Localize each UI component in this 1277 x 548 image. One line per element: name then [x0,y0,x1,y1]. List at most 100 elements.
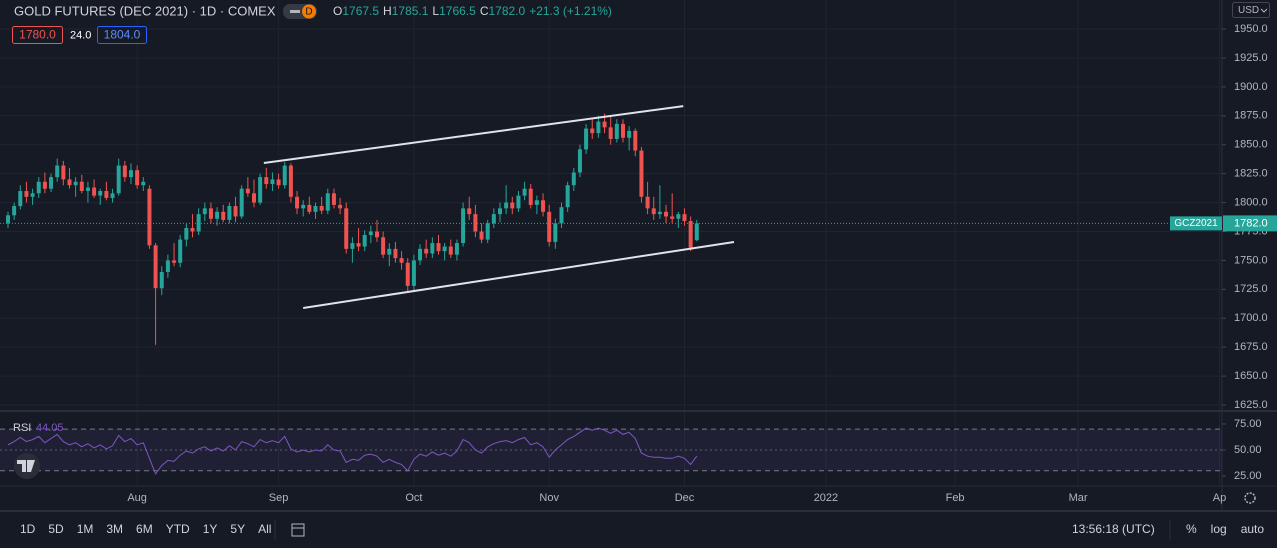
x-tick-label: Aug [127,492,147,504]
clock: 13:56:18 (UTC) [1072,522,1155,536]
currency-caret [1260,8,1268,13]
candle-body [153,245,158,289]
candle-body [350,243,355,249]
y-tick-label: 1900.0 [1234,81,1268,93]
symbol-tag-label: GCZ2021 [1174,218,1218,229]
candle-body [79,181,84,192]
ohlc-value: 1767.5 [342,4,379,18]
range-button[interactable]: 3M [106,522,123,536]
ohlc-label: C [480,4,489,18]
ohlc-label: L [432,4,439,18]
rsi-name: RSI [13,422,31,434]
option-button[interactable]: log [1211,522,1227,536]
candle-body [418,248,423,261]
candle-body [184,228,189,240]
candle-body [172,260,177,263]
candle-body [362,234,367,247]
x-tick-label: Nov [539,492,559,504]
range-button[interactable]: 6M [136,522,153,536]
plot [0,105,1222,475]
x-tick-label: Oct [405,492,422,504]
date-range-icon[interactable] [291,523,305,537]
rsi-line [7,427,698,475]
change: +21.3 (+1.21%) [529,4,612,18]
option-button[interactable]: % [1186,522,1197,536]
rsi-value: 44.05 [36,422,64,434]
candle-body [454,243,459,255]
range-button[interactable]: All [258,522,271,536]
range-button[interactable]: 1Y [203,522,218,536]
spread: 24.0 [70,29,91,41]
candle-body [485,223,490,240]
range-button[interactable]: YTD [166,522,190,536]
candle-body [424,248,429,254]
candle-body [627,130,632,138]
y-tick-label: 1950.0 [1234,23,1268,35]
trendline [303,241,735,309]
candle-body [491,214,496,224]
candle-body [159,271,164,289]
candle-body [442,246,447,252]
candle-body [368,231,373,235]
y-tick-label: 1875.0 [1234,110,1268,122]
settings-icon[interactable] [1244,492,1256,504]
rsi-tick-label: 75.00 [1234,418,1262,430]
range-button[interactable]: 1M [77,522,94,536]
sell-button[interactable] [12,26,63,44]
x-tick-label: Ap [1213,492,1226,504]
candle-body [344,208,349,249]
sell-price[interactable]: 1780.0 [19,28,56,42]
candle-body [42,181,47,189]
candle-body [461,208,466,244]
ohlc-value: 1766.5 [439,4,476,18]
candle-body [190,228,195,232]
candle-body [504,202,509,209]
candle-body [270,179,275,185]
candle-body [534,200,539,205]
candle-body [36,181,41,194]
candle-body [651,208,656,215]
currency[interactable]: USD [1238,5,1259,16]
ohlc-label: O [333,4,342,18]
candle-body [196,214,201,232]
option-button[interactable]: auto [1241,522,1265,536]
y-tick-label: 1675.0 [1234,341,1268,353]
y-tick-label: 1700.0 [1234,312,1268,324]
candle-body [295,196,300,209]
candle-body [645,196,650,209]
trendline [263,105,684,164]
badge-circle [302,4,316,19]
x-tick-label: Feb [946,492,965,504]
candle-body [239,188,244,217]
candle-body [301,204,306,209]
candle-body [670,216,675,219]
ohlc-value: 1782.0 [488,4,525,18]
candle-body [92,187,97,196]
range-button[interactable]: 5Y [230,522,245,536]
candle-body [577,149,582,173]
candle-body [98,191,103,196]
candle-body [516,195,521,209]
candle-body [221,211,226,220]
currency-button[interactable] [1232,2,1270,18]
candle-body [387,248,392,255]
candle-body [12,206,17,216]
candle-body [436,243,441,252]
candle-body [547,211,552,242]
range-button[interactable]: 5D [48,522,64,536]
range-button[interactable]: 1D [20,522,36,536]
candle-body [331,193,336,205]
buy-button[interactable] [97,26,147,44]
candle-body [528,188,533,205]
candle-body [67,179,72,186]
candle-body [596,121,601,134]
candle-body [128,170,133,178]
candle-body [85,187,90,192]
buy-price[interactable]: 1804.0 [104,28,141,42]
candle-body [313,206,318,212]
candle-body [553,223,558,242]
rsi-tick-label: 50.00 [1234,444,1262,456]
